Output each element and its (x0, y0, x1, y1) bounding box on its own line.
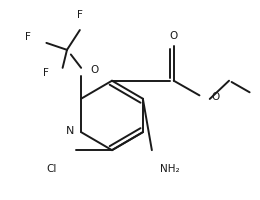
Text: F: F (77, 10, 83, 20)
Text: O: O (211, 92, 219, 102)
Text: O: O (170, 31, 178, 41)
Text: F: F (43, 68, 49, 78)
Text: O: O (90, 65, 98, 75)
Text: F: F (25, 32, 31, 42)
Text: N: N (66, 126, 75, 136)
Text: NH₂: NH₂ (160, 164, 179, 174)
Text: Cl: Cl (46, 164, 57, 174)
